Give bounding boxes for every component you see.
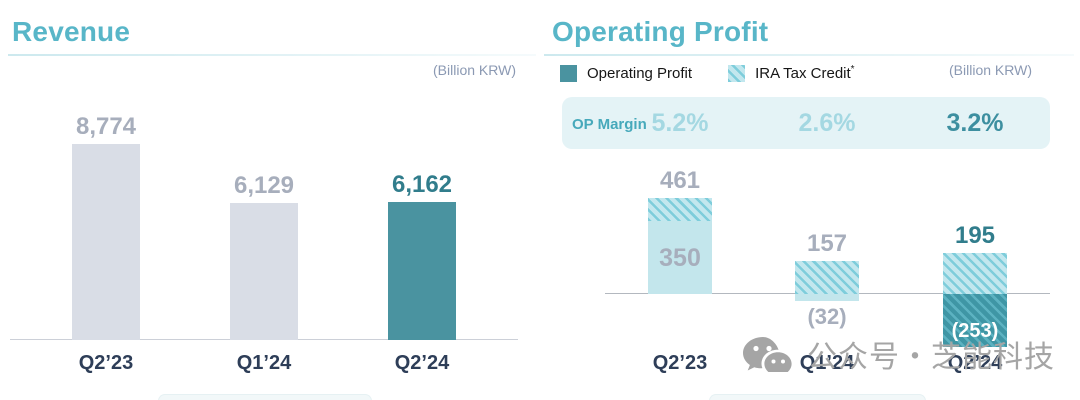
wechat-icon: [743, 337, 792, 372]
op-margin-value-q2-24: 3.2%: [946, 109, 1004, 137]
profit-x-label: Q2’23: [652, 352, 708, 374]
op-margin-value-q2-23: 5.2%: [651, 109, 709, 137]
revenue-value-label: 6,129: [233, 171, 295, 199]
operating-profit-title-rule: [544, 54, 1074, 56]
revenue-bar-3: [388, 201, 456, 340]
bottom-artifact: [709, 394, 926, 400]
profit-segment-label: (253): [951, 319, 999, 342]
revenue-value-label: 6,162: [391, 170, 453, 198]
legend-swatch-ira-tax-credit: [728, 64, 746, 82]
legend-label-operating-profit: Operating Profit: [587, 64, 693, 82]
profit-x-label: Q2’24: [947, 352, 1003, 374]
bottom-artifact: [158, 394, 372, 400]
legend-label-ira-tax-credit: IRA Tax Credit*: [755, 64, 855, 82]
profit-bar-segment: [648, 221, 712, 294]
op-margin-label: OP Margin: [572, 116, 647, 133]
profit-total-label: 157: [806, 230, 848, 258]
revenue-title: Revenue: [12, 16, 131, 47]
revenue-title-rule: [8, 54, 536, 56]
revenue-x-label: Q2’24: [394, 352, 450, 374]
revenue-bar-1: [72, 143, 140, 340]
profit-segment-label: (32): [807, 303, 847, 329]
profit-bar-segment: [795, 261, 859, 294]
profit-segment-label: 350: [659, 243, 701, 272]
revenue-x-label: Q1’24: [236, 352, 292, 374]
operating-profit-title: Operating Profit: [552, 16, 769, 47]
legend-swatch-operating-profit: [560, 64, 577, 82]
revenue-value-label: 8,774: [75, 112, 137, 140]
profit-total-label: 461: [659, 167, 701, 195]
legend: Operating Profit IRA Tax Credit*: [560, 64, 855, 82]
operating-profit-unit-label: (Billion KRW): [949, 62, 1032, 78]
watermark-text: 公众号・芝能科技: [807, 341, 1055, 374]
revenue-unit-label: (Billion KRW): [433, 62, 516, 78]
profit-x-label: Q1’24: [799, 352, 855, 374]
profit-bar-segment: [943, 253, 1007, 294]
op-margin-value-q1-24: 2.6%: [798, 109, 856, 137]
profit-total-label: 195: [954, 222, 996, 250]
profit-bar-segment: [795, 294, 859, 301]
profit-bar-segment: [943, 294, 1007, 347]
watermark: 公众号・芝能科技: [742, 332, 1055, 376]
profit-bar-segment: [648, 198, 712, 222]
op-margin-band: [562, 97, 1050, 149]
revenue-x-label: Q2’23: [78, 352, 134, 374]
revenue-bar-2: [230, 202, 298, 340]
